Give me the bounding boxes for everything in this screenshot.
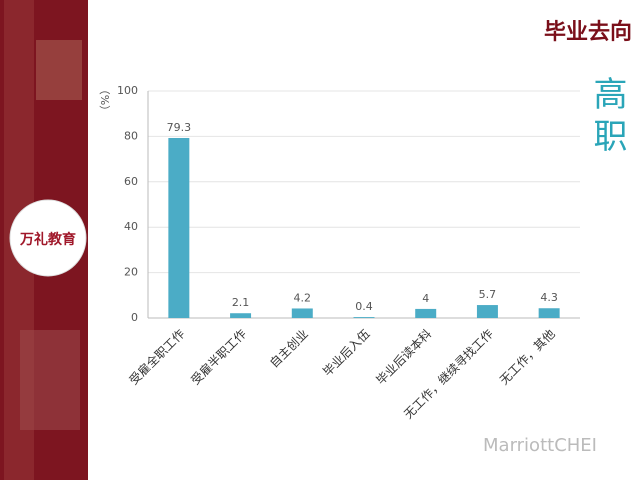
bar <box>230 313 252 318</box>
y-label: （%） <box>98 84 111 116</box>
bar <box>538 308 560 318</box>
value-label: 2.1 <box>232 296 250 309</box>
title: 毕业去向 <box>543 20 632 45</box>
value-label: 4.3 <box>540 291 558 304</box>
bar <box>415 308 437 318</box>
bar <box>291 308 313 318</box>
bar <box>353 317 375 318</box>
value-label: 4.2 <box>294 291 312 304</box>
x-tick-label: 受雇半职工作 <box>188 326 250 388</box>
x-tick-label: 自主创业 <box>267 327 311 371</box>
y-tick-label: 40 <box>124 220 138 233</box>
x-tick-label: 毕业后读本科 <box>373 327 434 388</box>
value-label: 79.3 <box>167 121 192 134</box>
y-tick-label: 20 <box>124 266 138 279</box>
side-label: 高职 <box>587 76 627 160</box>
bar <box>168 137 190 318</box>
watermark: MarriottCHEI <box>483 435 597 456</box>
x-tick-label: 毕业后入伍 <box>320 327 372 379</box>
value-label: 0.4 <box>355 300 373 313</box>
bar <box>476 305 498 318</box>
y-tick-label: 0 <box>131 311 138 324</box>
pattern <box>20 330 80 430</box>
y-tick-label: 80 <box>124 129 138 142</box>
value-label: 4 <box>422 292 429 305</box>
y-tick-label: 60 <box>124 175 138 188</box>
x-tick-label: 无工作，其他 <box>497 327 558 388</box>
x-tick-label: 受雇全职工作 <box>126 326 188 388</box>
logo-text: 万礼教育 <box>19 231 76 248</box>
value-label: 5.7 <box>479 288 497 301</box>
logo <box>9 199 87 277</box>
pattern <box>36 40 82 100</box>
y-tick-label: 100 <box>117 84 138 97</box>
